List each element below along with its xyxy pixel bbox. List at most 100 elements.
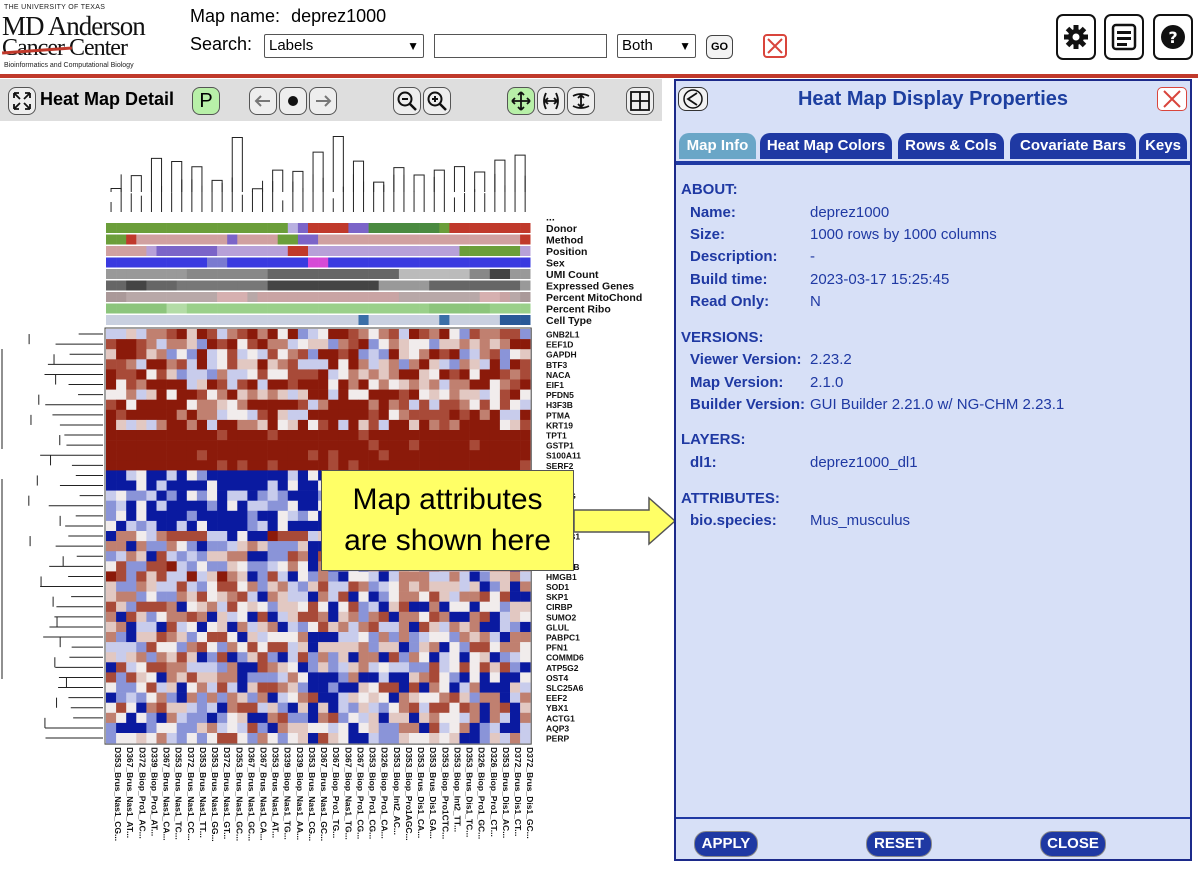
expand-button[interactable] bbox=[8, 87, 36, 115]
covariate-cell bbox=[378, 292, 390, 302]
heatmap-cell bbox=[267, 682, 278, 693]
covariate-cell bbox=[358, 257, 369, 268]
search-scope-select[interactable]: Both ▼ bbox=[617, 34, 696, 58]
heatmap-cell bbox=[217, 531, 228, 542]
heatmap-cell bbox=[459, 389, 470, 400]
heatmap-cell bbox=[459, 692, 470, 703]
heatmap-cell bbox=[207, 712, 218, 724]
heatmap-cell bbox=[196, 500, 208, 512]
map-name-label: Map name: bbox=[190, 6, 281, 26]
heatmap-cell bbox=[156, 611, 167, 623]
full-map-button[interactable] bbox=[507, 87, 535, 115]
settings-button[interactable] bbox=[1056, 14, 1096, 60]
prev-button[interactable] bbox=[249, 87, 277, 115]
close-button[interactable]: CLOSE bbox=[1040, 831, 1106, 857]
heatmap-cell bbox=[126, 470, 137, 481]
heatmap-cell bbox=[429, 409, 440, 421]
heatmap-cell bbox=[318, 409, 329, 421]
clear-search-button[interactable] bbox=[763, 34, 787, 58]
split-view-button[interactable] bbox=[626, 87, 654, 115]
heatmap-cell bbox=[207, 500, 218, 512]
covariate-cell bbox=[499, 303, 511, 314]
tab-keys[interactable]: Keys bbox=[1139, 133, 1187, 159]
heatmap-cell bbox=[106, 369, 117, 380]
heatmap-cell bbox=[227, 581, 238, 592]
heatmap-cell bbox=[459, 450, 470, 461]
center-button[interactable] bbox=[279, 87, 307, 115]
heatmap-cell bbox=[308, 520, 319, 532]
tab-heat-map-colors[interactable]: Heat Map Colors bbox=[760, 133, 892, 159]
heatmap-cell bbox=[459, 652, 470, 663]
search-type-select[interactable]: Labels ▼ bbox=[264, 34, 424, 58]
row-label: GNB2L1 bbox=[546, 330, 580, 340]
ribbon-horizontal-button[interactable] bbox=[537, 87, 565, 115]
heatmap-cell bbox=[358, 409, 369, 421]
heatmap-cell bbox=[237, 419, 248, 431]
heatmap-cell bbox=[510, 601, 521, 613]
heatmap-cell bbox=[257, 571, 268, 582]
zoom-out-button[interactable] bbox=[393, 87, 421, 115]
heatmap-cell bbox=[126, 561, 137, 572]
heatmap-cell bbox=[166, 500, 177, 512]
properties-footer: APPLY RESET CLOSE bbox=[676, 817, 1190, 861]
covariate-cell bbox=[318, 303, 329, 314]
heatmap-cell bbox=[146, 339, 157, 350]
heatmap-cell bbox=[479, 389, 491, 400]
heatmap-detail[interactable]: ... Donor Method Position Sex UMI Count Expres… bbox=[0, 122, 662, 868]
heatmap-cell bbox=[186, 460, 198, 471]
heatmap-cell bbox=[388, 632, 400, 643]
tab-rows-cols[interactable]: Rows & Cols bbox=[898, 133, 1004, 159]
heatmap-cell bbox=[409, 369, 420, 380]
heatmap-cell bbox=[328, 450, 339, 461]
close-panel-button[interactable] bbox=[1157, 87, 1187, 111]
heatmap-cell bbox=[338, 662, 349, 673]
tab-map-info[interactable]: Map Info bbox=[679, 133, 756, 159]
search-input[interactable] bbox=[434, 34, 607, 58]
heatmap-cell bbox=[489, 419, 501, 431]
heatmap-cell bbox=[196, 672, 208, 683]
apply-button[interactable]: APPLY bbox=[694, 831, 758, 857]
heatmap-cell bbox=[106, 733, 117, 744]
heatmap-cell bbox=[207, 733, 218, 744]
heatmap-cell bbox=[459, 611, 470, 623]
covariate-cell bbox=[429, 292, 440, 302]
heatmap-cell bbox=[297, 712, 309, 724]
heatmap-cell bbox=[368, 621, 379, 633]
covariate-cell bbox=[186, 257, 198, 268]
help-button[interactable]: ? bbox=[1153, 14, 1193, 60]
heatmap-cell bbox=[186, 419, 198, 431]
heatmap-cell bbox=[166, 430, 177, 441]
heatmap-cell bbox=[328, 733, 339, 744]
reset-button[interactable]: RESET bbox=[866, 831, 932, 857]
next-button[interactable] bbox=[309, 87, 337, 115]
heatmap-cell bbox=[358, 329, 369, 340]
layout-button[interactable] bbox=[1104, 14, 1144, 60]
heatmap-cell bbox=[479, 601, 491, 613]
heatmap-cell bbox=[116, 692, 127, 703]
back-button[interactable] bbox=[678, 87, 708, 111]
size-label: Size: bbox=[690, 226, 726, 243]
heatmap-cell bbox=[146, 490, 157, 501]
heatmap-cell bbox=[318, 662, 329, 673]
column-dendrogram-branch bbox=[272, 169, 284, 192]
heatmap-cell bbox=[247, 601, 258, 613]
heatmap-cell bbox=[217, 561, 228, 572]
heatmap-cell bbox=[459, 591, 470, 602]
heatmap-cell bbox=[520, 712, 531, 724]
covariate-cell bbox=[378, 257, 390, 268]
heatmap-cell bbox=[247, 642, 258, 653]
zoom-in-button[interactable] bbox=[423, 87, 451, 115]
heatmap-cell bbox=[358, 419, 369, 431]
row-label: NACA bbox=[546, 370, 571, 380]
ribbon-vertical-button[interactable] bbox=[567, 87, 595, 115]
heatmap-cell bbox=[489, 581, 501, 592]
heatmap-cell bbox=[146, 419, 157, 431]
go-button[interactable]: GO bbox=[706, 35, 733, 59]
heatmap-cell bbox=[277, 450, 289, 461]
heatmap-cell bbox=[419, 359, 430, 370]
heatmap-cell bbox=[207, 349, 218, 360]
heatmap-cell bbox=[126, 541, 137, 552]
tab-covariate-bars[interactable]: Covariate Bars bbox=[1010, 133, 1136, 159]
pane-p-button[interactable]: P bbox=[192, 87, 220, 115]
